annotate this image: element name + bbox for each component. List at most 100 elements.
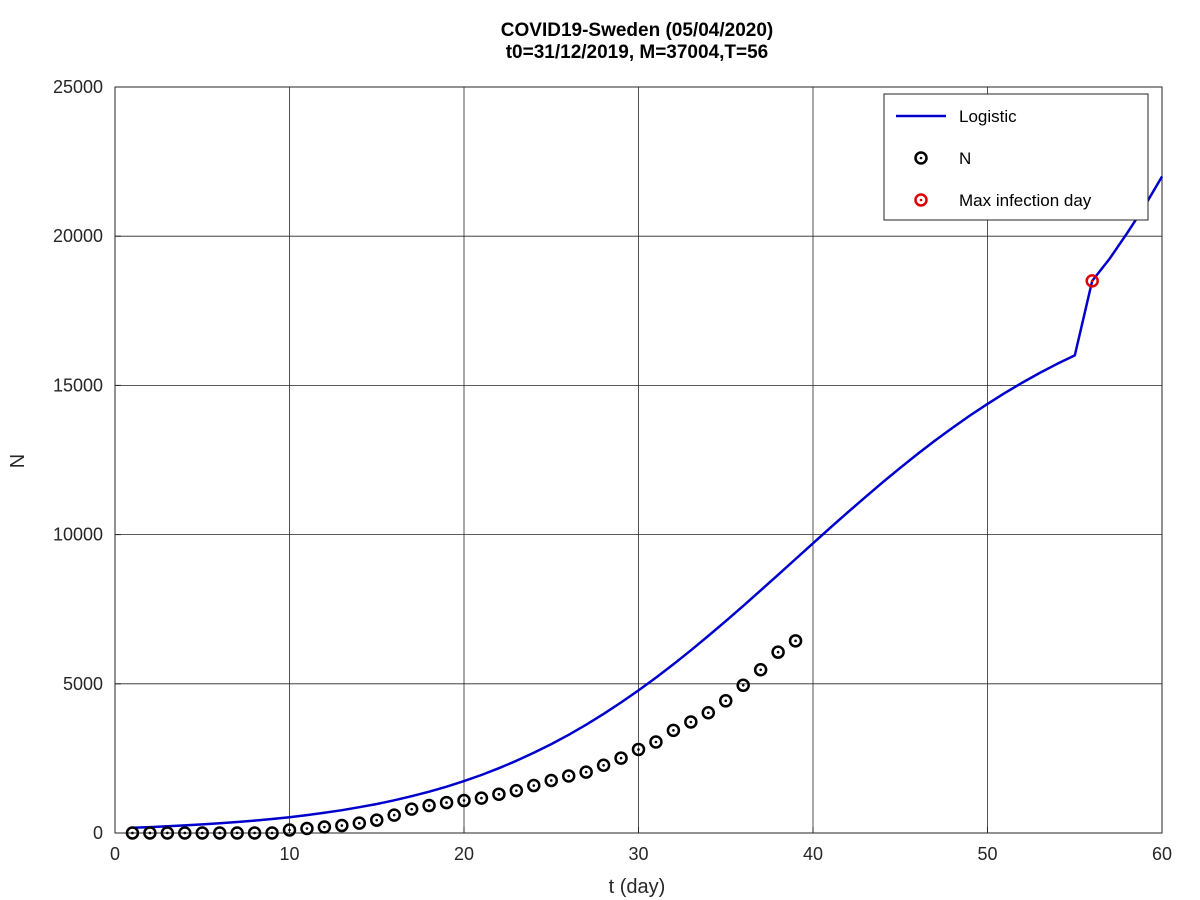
data-point-n [195, 826, 209, 840]
data-point-ring [352, 816, 367, 830]
data-point-ring [719, 694, 733, 708]
data-point-dot [672, 729, 675, 732]
data-point-ring [317, 820, 332, 834]
y-axis-ticks: 0 5000 10000 15000 20000 25000 [53, 77, 121, 843]
data-point-ring [195, 826, 209, 840]
data-point-dot [270, 831, 274, 835]
y-tick-label: 5000 [63, 674, 103, 694]
data-point-ring [125, 826, 140, 840]
data-point-n [335, 818, 349, 833]
data-point-dot [340, 824, 344, 827]
data-point-n [439, 795, 454, 810]
data-point-dot [794, 639, 797, 643]
data-point-ring [753, 663, 768, 677]
data-point-dot [637, 748, 640, 751]
data-point-dot [480, 796, 483, 800]
data-point-ring [230, 826, 244, 840]
legend-label-n: N [959, 149, 971, 168]
data-point-n [579, 765, 593, 779]
data-point-dot [392, 813, 396, 817]
legend-label-logistic: Logistic [959, 107, 1017, 126]
data-point-dot [200, 831, 204, 835]
data-point-n [753, 663, 768, 677]
y-tick-label: 0 [93, 823, 103, 843]
data-point-ring [457, 793, 471, 808]
data-point-dot [427, 804, 431, 807]
data-point-dot [515, 789, 518, 792]
data-point-ring [684, 715, 698, 729]
data-point-n [178, 826, 192, 840]
data-point-ring [387, 808, 401, 822]
data-point-ring [474, 791, 489, 805]
data-point-ring [596, 758, 611, 773]
data-point-dot [741, 683, 745, 687]
x-tick-label: 50 [977, 844, 997, 864]
data-point-n [527, 778, 541, 793]
data-point-ring [439, 795, 454, 810]
data-point-ring [335, 818, 349, 833]
data-point-ring [631, 742, 646, 757]
data-point-dot [218, 831, 221, 835]
x-tick-label: 10 [279, 844, 299, 864]
legend-label-max-infection-day: Max infection day [959, 191, 1092, 210]
grid-lines [115, 87, 1162, 833]
data-point-dot [776, 650, 780, 654]
y-tick-label: 15000 [53, 375, 103, 395]
legend-swatch-max-infection-day-dot [919, 198, 923, 202]
data-point-ring [561, 769, 576, 783]
data-point-ring [666, 723, 681, 738]
data-point-ring [1085, 274, 1099, 288]
data-point-ring [160, 826, 175, 840]
data-point-n [561, 769, 576, 783]
data-point-ring [771, 645, 785, 659]
data-point-n [317, 820, 332, 834]
data-point-ring [143, 826, 157, 840]
x-tick-label: 0 [110, 844, 120, 864]
data-point-ring [422, 798, 436, 813]
data-point-n [492, 787, 506, 801]
data-point-dot [235, 831, 239, 835]
data-point-n [666, 723, 681, 738]
data-point-dot [654, 740, 658, 744]
data-point-dot [358, 821, 361, 825]
data-point-ring [212, 826, 227, 840]
data-point-dot [305, 827, 309, 830]
legend-swatch-n [914, 151, 928, 165]
data-point-dot [724, 699, 728, 703]
data-point-n [596, 758, 611, 773]
x-tick-label: 60 [1152, 844, 1172, 864]
data-point-dot [323, 825, 326, 829]
data-point-dot [497, 792, 501, 796]
data-point-n [143, 826, 157, 840]
chart-title: COVID19-Sweden (05/04/2020) [501, 20, 773, 41]
data-point-n [509, 783, 524, 798]
x-tick-label: 30 [628, 844, 648, 864]
data-point-ring [701, 705, 716, 720]
data-point-n [125, 826, 140, 840]
data-point-dot [253, 831, 256, 835]
data-point-n [719, 694, 733, 708]
data-point-dot [707, 711, 710, 715]
data-point-ring [404, 802, 419, 816]
data-point-dot [1090, 279, 1094, 283]
data-point-n [160, 826, 175, 840]
data-point-dot [166, 831, 169, 835]
data-point-n [387, 808, 401, 822]
data-point-ring [579, 765, 593, 779]
y-tick-label: 20000 [53, 226, 103, 246]
data-point-n [282, 823, 297, 837]
data-point-ring [614, 751, 628, 765]
data-point-n [736, 678, 750, 693]
data-point-ring [178, 826, 192, 840]
data-point-n [701, 705, 716, 720]
data-point-ring [509, 783, 524, 798]
data-point-ring [788, 634, 803, 648]
data-point-n [771, 645, 785, 659]
data-point-ring [370, 813, 384, 827]
data-point-dot [375, 818, 379, 822]
data-point-ring [492, 787, 506, 801]
data-point-n [212, 826, 227, 840]
y-axis-label: N [7, 454, 29, 468]
data-point-max-infection-day [1085, 274, 1099, 288]
